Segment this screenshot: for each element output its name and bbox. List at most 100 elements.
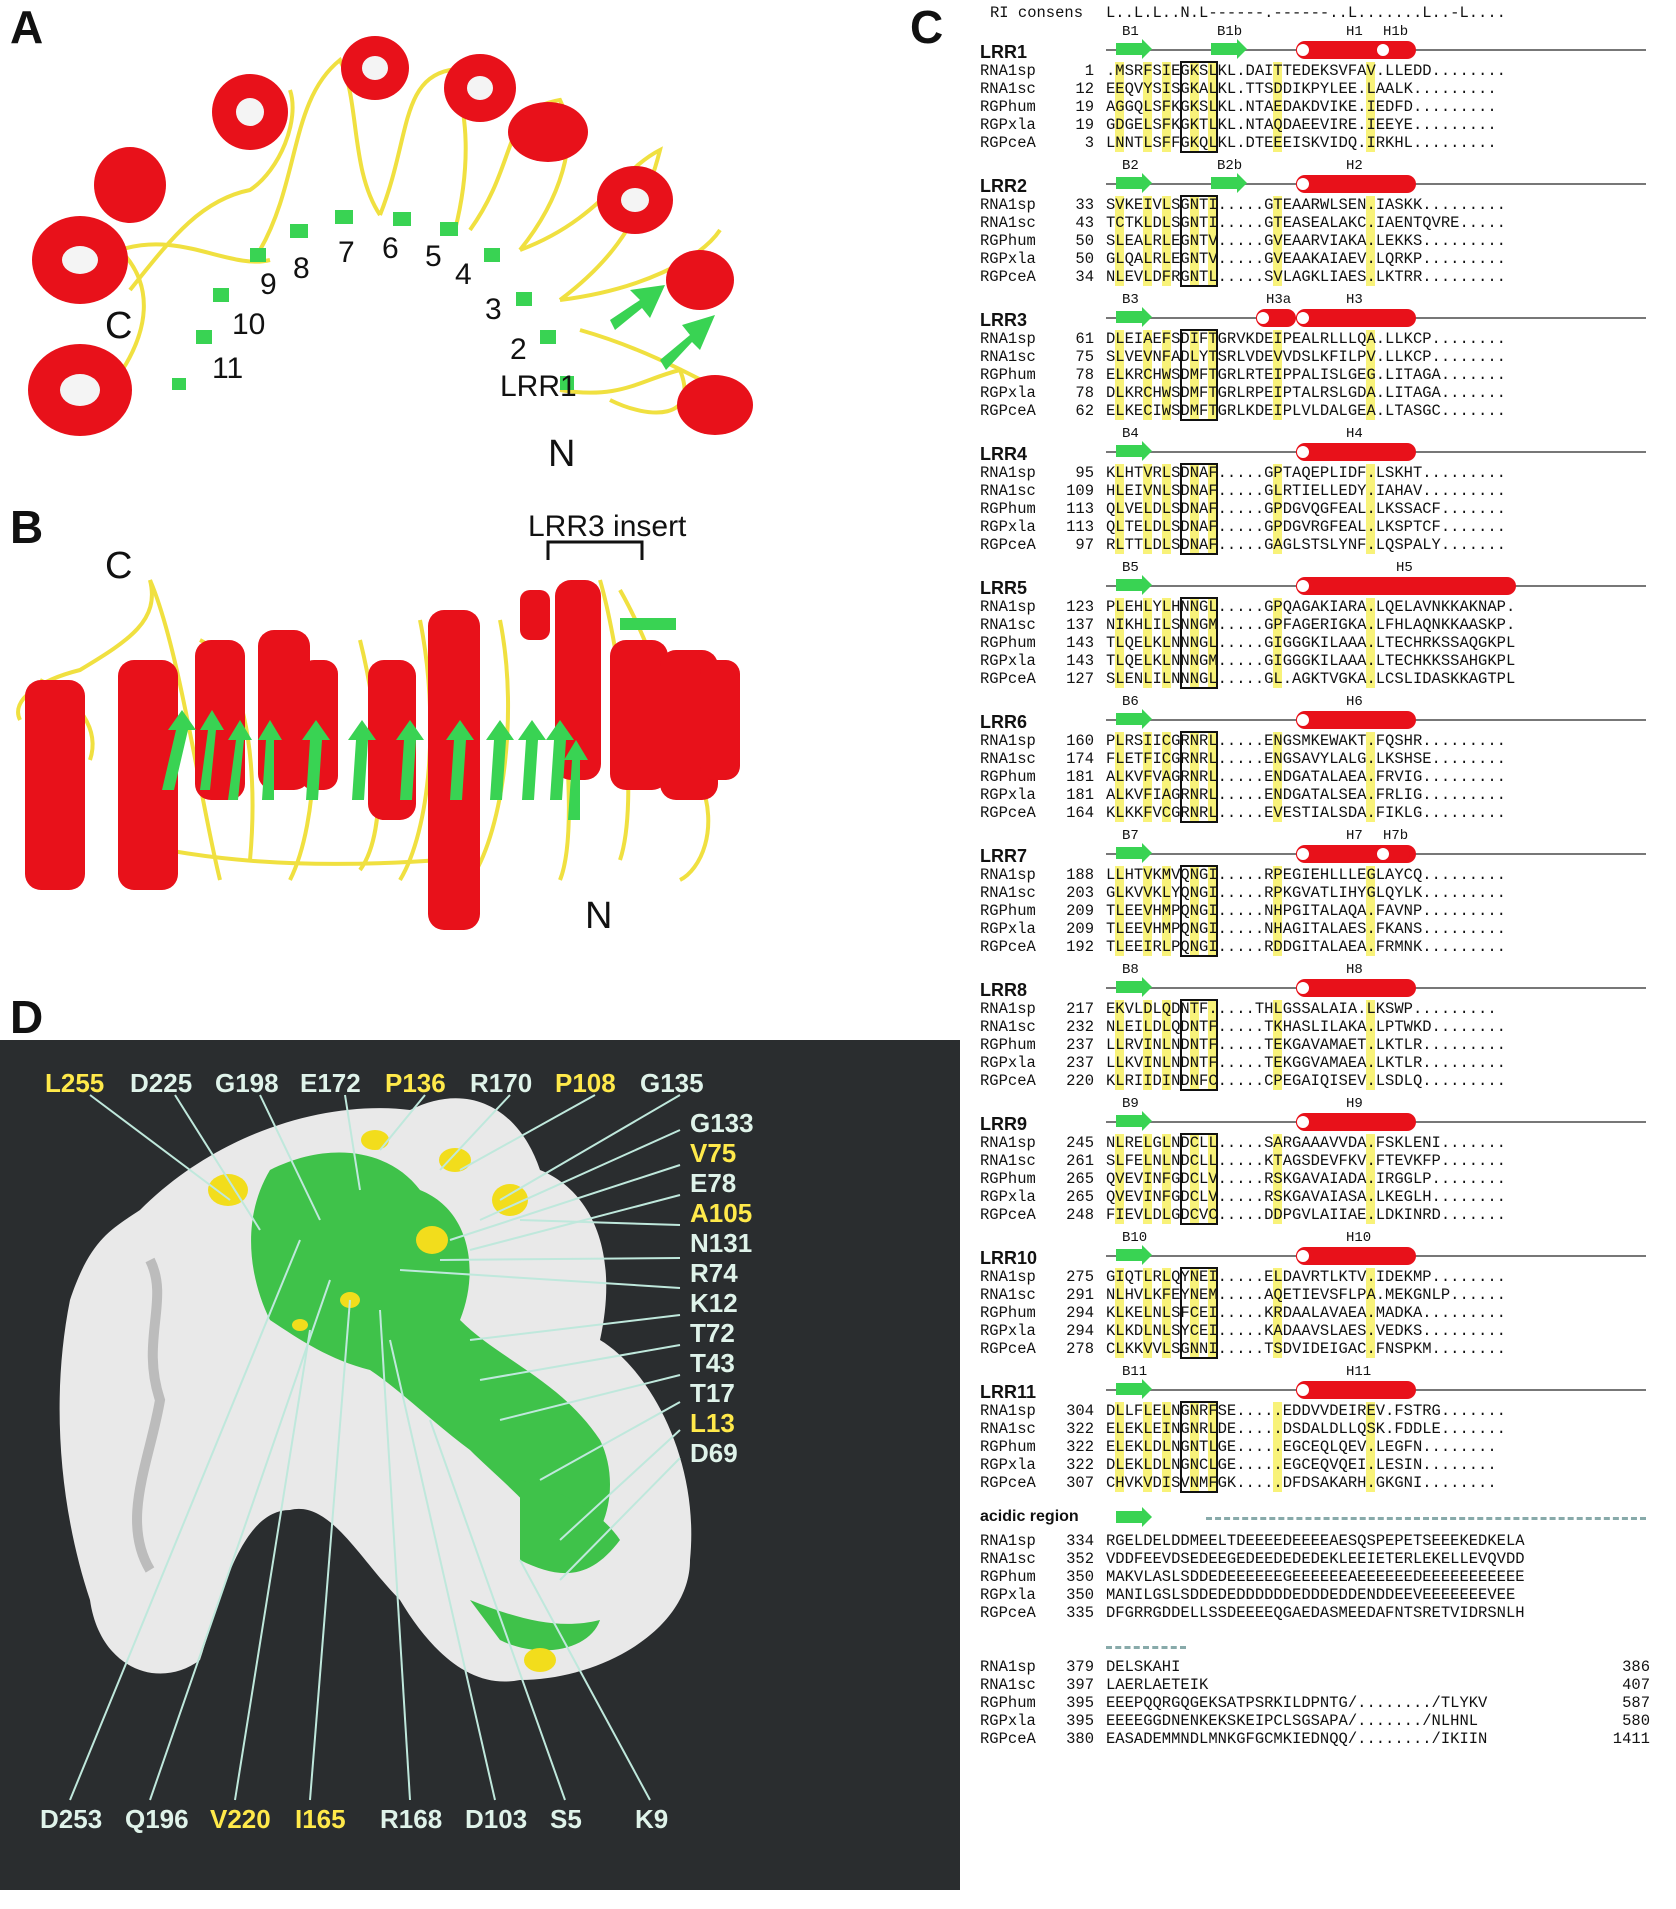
conserved-highlight	[1143, 1000, 1153, 1090]
species-name: RNA1sp	[980, 1658, 1036, 1676]
alignment-row: RGPxla 78 DLKRCHWSDMFTGRLRPEIPTALRSLGDA.LI…	[980, 384, 1670, 402]
start-number: 123	[1066, 598, 1094, 616]
residue-label: R170	[470, 1068, 533, 1098]
conserved-highlight	[1115, 732, 1125, 822]
helix-cap	[1296, 43, 1310, 57]
alignment-row: RGPhum 237 LLRVINLNDNTF.....TEKGAVAMAET.LK…	[980, 1036, 1670, 1054]
helix-cap	[1296, 579, 1310, 593]
residue-label: N131	[690, 1228, 753, 1258]
alignment-row: RGPxla 50 GLQALRLEGNTV.....GVEAAKAIAEV.LQR…	[980, 250, 1670, 268]
species-name: RGPceA	[980, 536, 1036, 554]
sequence: DLLFLELNGNRFSE.....EDDVVDEIREV.FSTRG....…	[1106, 1402, 1506, 1420]
conserved-highlight	[1366, 62, 1376, 152]
residue-label: I165	[295, 1804, 346, 1834]
start-number: 181	[1066, 768, 1094, 786]
alignment-row: RGPhum 181 ALKVFVAGRNRL.....ENDGATALAEA.FR…	[980, 768, 1670, 786]
start-number: 62	[1075, 402, 1094, 420]
strand-arrow	[1116, 575, 1152, 595]
species-name: RNA1sc	[980, 1018, 1036, 1036]
alignment-row: RNA1sp 304 DLLFLELNGNRFSE.....EDDVVDEIREV.…	[980, 1402, 1670, 1420]
end-number: 587	[1622, 1694, 1650, 1712]
helix-label: H2	[1346, 158, 1363, 174]
residue-label: L13	[690, 1408, 735, 1438]
alignment-row: RGPceA 220 KLRIIDINDNFC.....CPEGAIQISEV.LS…	[980, 1072, 1670, 1090]
ss-track: B7 H7 H7b	[1106, 828, 1646, 864]
alignment-row: RGPhum 143 TLQELKLNNNGL.....GIGGGKILAAA.LT…	[980, 634, 1670, 652]
conserved-highlight	[1143, 62, 1153, 152]
conserved-highlight	[1208, 732, 1218, 822]
conserved-highlight	[1161, 1268, 1171, 1358]
helix-label: H5	[1396, 560, 1413, 576]
species-name: RGPxla	[980, 1188, 1036, 1206]
sequence: QLVELDLSDNAF.....GPDGVQGFEAL.LKSSACF....…	[1106, 500, 1506, 518]
species-name: RNA1sp	[980, 62, 1036, 80]
residue-label: K9	[635, 1804, 669, 1834]
helix-label: H4	[1346, 426, 1363, 442]
conserved-highlight	[1189, 1000, 1199, 1090]
start-number: 50	[1075, 232, 1094, 250]
interface-box	[1180, 61, 1218, 153]
helix-label: H6	[1346, 694, 1363, 710]
panel-b-n-terminus: N	[585, 895, 613, 937]
species-name: RGPceA	[980, 1072, 1036, 1090]
species-name: RGPxla	[980, 250, 1036, 268]
sequence: SLVEVNFADLYTSRLVDEVVDSLKFILPV.LLKCP.....…	[1106, 348, 1506, 366]
ss-track: B8 H8	[1106, 962, 1646, 998]
block-title: LRR9	[980, 1114, 1028, 1134]
species-name: RGPhum	[980, 232, 1036, 250]
sequence: AGGQLSFKGKSLKL.NTAEDAKDVIKE.IEDFD.......…	[1106, 98, 1497, 116]
conserved-highlight	[1273, 330, 1283, 420]
sequence: RLTTLDLSDNAF.....GAGLSTSLYNF.LQSPALY....…	[1106, 536, 1506, 554]
start-number: 304	[1066, 1402, 1094, 1420]
start-number: 33	[1075, 196, 1094, 214]
helix-label: H8	[1346, 962, 1363, 978]
alignment-row: RNA1sc 75 SLVEVNFADLYTSRLVDEVVDSLKFILPV.LL…	[980, 348, 1670, 366]
panel-a-label-9: 9	[260, 268, 277, 301]
residue-label: P108	[555, 1068, 616, 1098]
alignment-row: RGPhum 209 TLEEVHMPQNGI.....NHPGITALAQA.FA…	[980, 902, 1670, 920]
sequence: LLRVINLNDNTF.....TEKGAVAMAET.LKTLR......…	[1106, 1036, 1506, 1054]
alignment-row: RGPceA 164 KLKKFVCGRNRL.....EVESTIALSDA.FI…	[980, 804, 1670, 822]
sequence: LAERLAETEIK	[1106, 1676, 1209, 1694]
sequence: SLFELNLNDCLL.....KTAGSDEVFKV.FTEVKFP....…	[1106, 1152, 1506, 1170]
start-number: 3	[1084, 134, 1094, 152]
helix-bar	[1296, 577, 1516, 595]
sequence: GDGELSFKGKTLKL.NTAQDAEEVIRE.IEEYE.......…	[1106, 116, 1497, 134]
start-number: 209	[1066, 902, 1094, 920]
tail-row: RNA1sc 397 LAERLAETEIK 407	[980, 1676, 1670, 1694]
species-name: RNA1sp	[980, 1402, 1036, 1420]
species-name: RGPceA	[980, 1604, 1036, 1622]
alignment-row: RNA1sc 109 HLEIVNLSDNAF.....GLRTIELLEDY.IA…	[980, 482, 1670, 500]
species-name: RNA1sc	[980, 214, 1036, 232]
sequence: DLEIAEFSDIFTGRVKDEIPEALRLLLQA.LLKCP.....…	[1106, 330, 1506, 348]
species-name: RNA1sp	[980, 1134, 1036, 1152]
species-name: RGPhum	[980, 902, 1036, 920]
residue-label: D253	[40, 1804, 103, 1834]
residue-label: V220	[210, 1804, 271, 1834]
conserved-highlight	[1366, 866, 1376, 956]
species-name: RGPhum	[980, 98, 1036, 116]
helix-bar	[1296, 711, 1416, 729]
strand-label: B7	[1122, 828, 1139, 844]
alignment-row: RNA1sc 322 ELEKLEINGNRLDE.....DSDALDLLQSK.…	[980, 1420, 1670, 1438]
residue-label: G198	[215, 1068, 279, 1098]
residue-label: D103	[465, 1804, 528, 1834]
sequence: HLEIVNLSDNAF.....GLRTIELLEDY.IAHAV......…	[1106, 482, 1506, 500]
start-number: 97	[1075, 536, 1094, 554]
helix-bar	[1296, 1247, 1416, 1265]
species-name: RGPhum	[980, 1438, 1036, 1456]
species-name: RNA1sp	[980, 1268, 1036, 1286]
start-number: 395	[1066, 1712, 1094, 1730]
alignment-row: RGPxla 265 QVEVINFGDCLV.....RSKGAVAIASA.LK…	[980, 1188, 1670, 1206]
interface-box	[1180, 999, 1218, 1091]
helix-bar	[1256, 309, 1296, 327]
sequence: EASADEMMNDLMNKGFGCMKIEDNQQ/......../IKII…	[1106, 1730, 1488, 1748]
start-number: 322	[1066, 1456, 1094, 1474]
conserved-highlight	[1161, 866, 1171, 956]
start-number: 232	[1066, 1018, 1094, 1036]
helix-cap	[1296, 713, 1310, 727]
ss-track: B3 H3a H3	[1106, 292, 1646, 328]
species-name: RGPxla	[980, 1322, 1036, 1340]
panel-a-ribbon-structure	[28, 36, 753, 436]
